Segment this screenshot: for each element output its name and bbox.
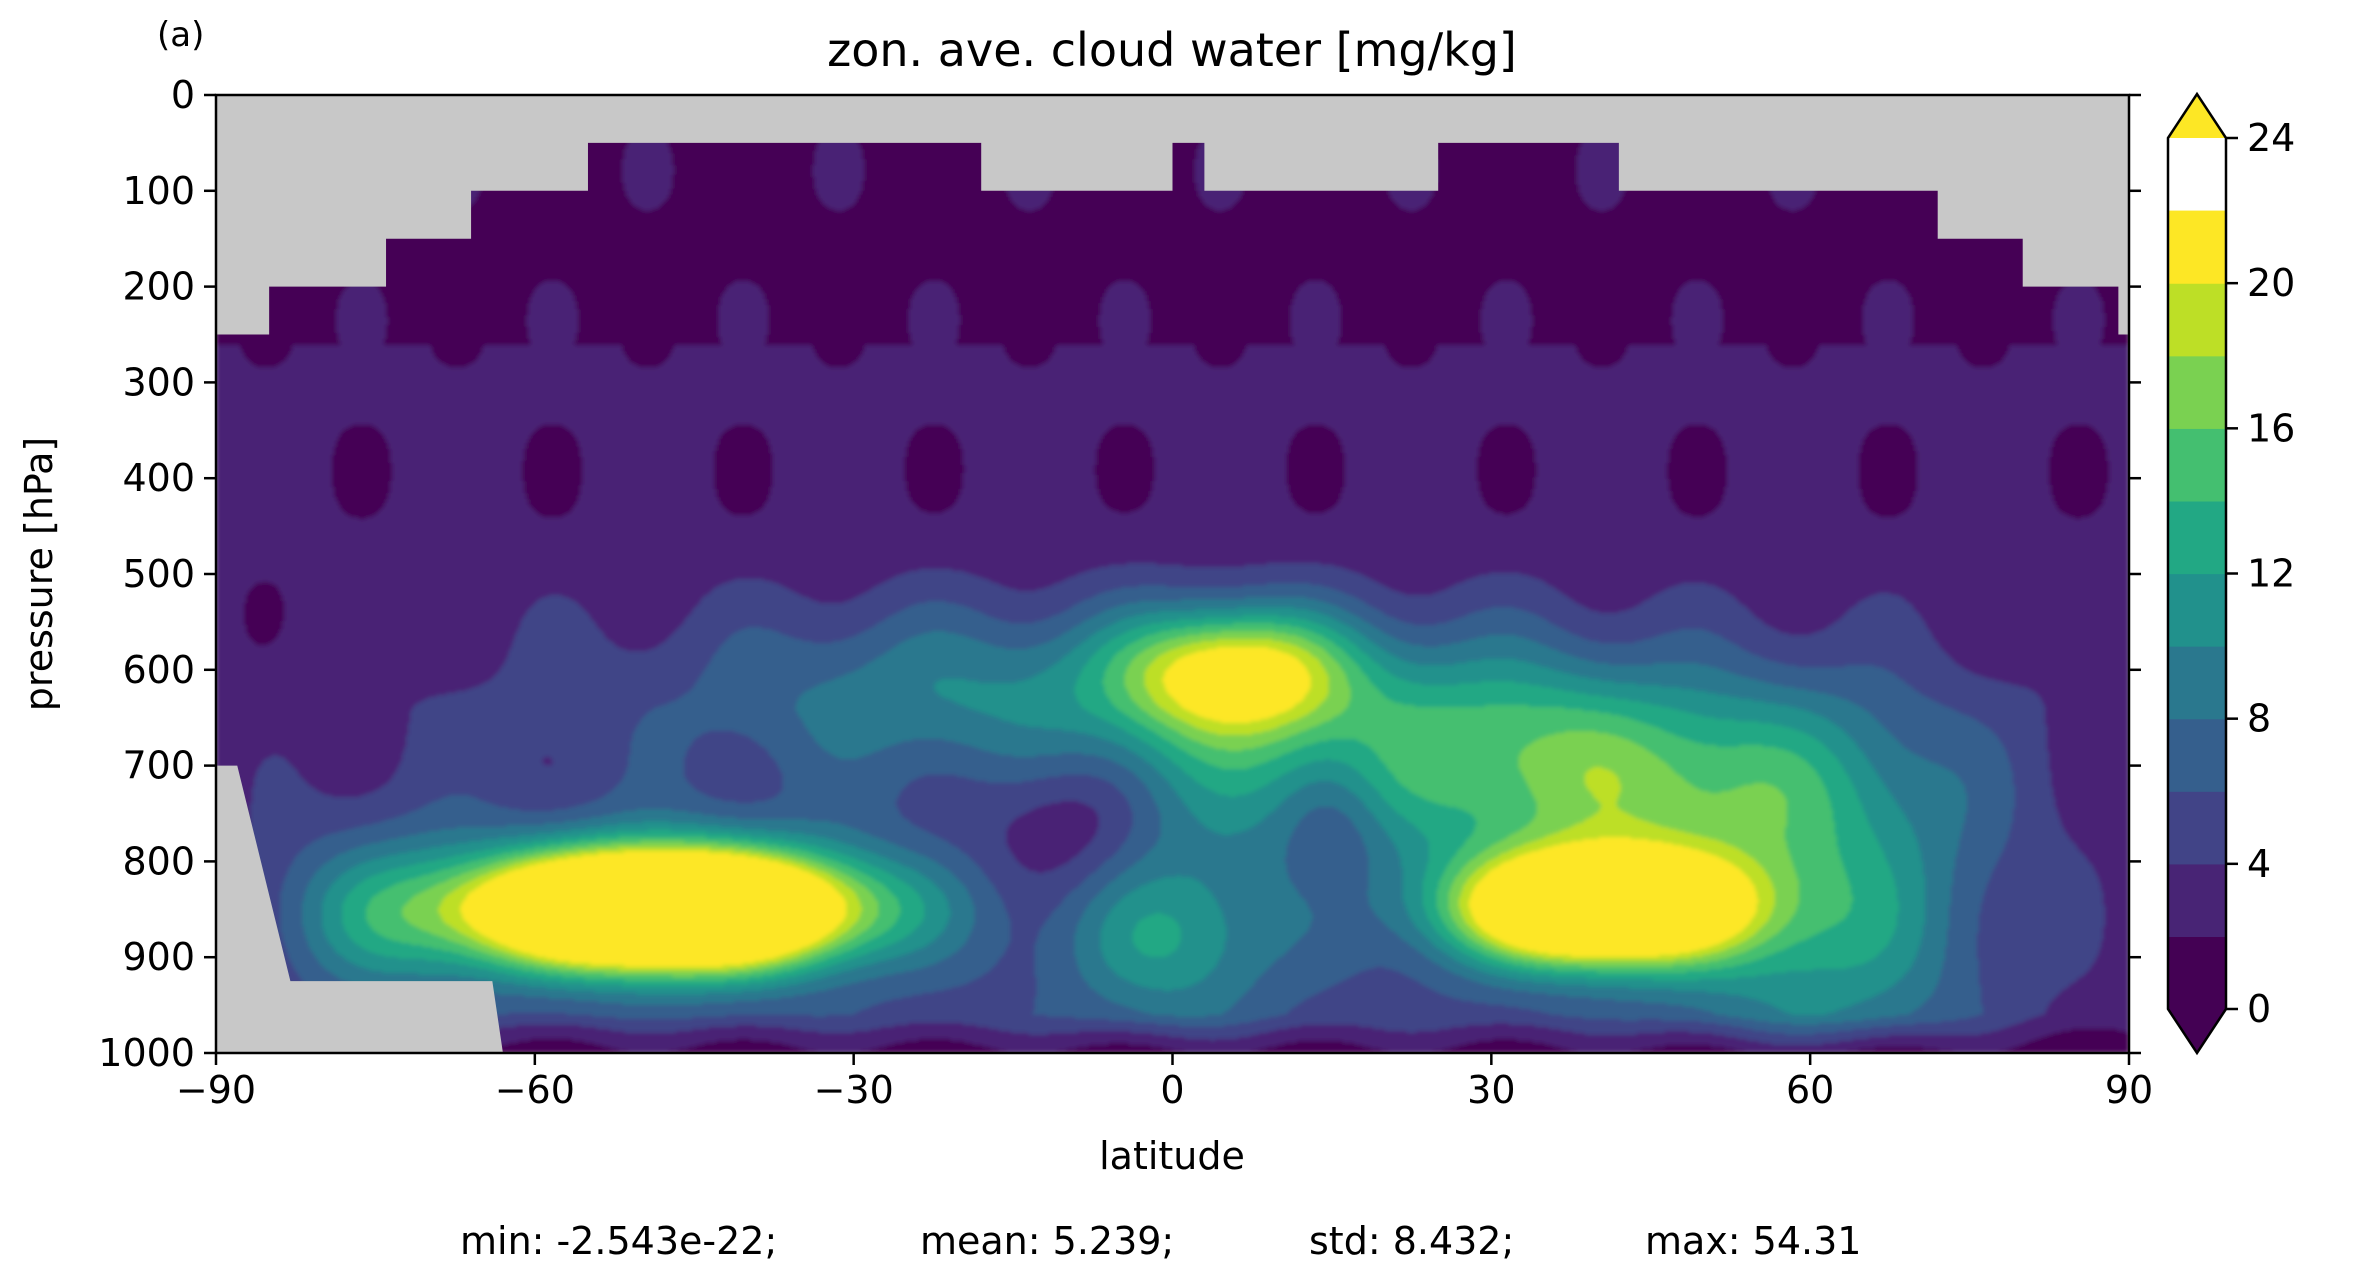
colorbar: 0 4 8 12 16 20 24 xyxy=(2166,91,2295,1056)
stat-max: max: 54.31 xyxy=(1645,1219,1861,1263)
x-tick-label: 60 xyxy=(1786,1068,1834,1112)
missing-data-top xyxy=(216,95,2129,335)
y-tick-label: 600 xyxy=(122,648,195,692)
colorbar-segment xyxy=(2168,863,2226,938)
y-tick-label: 100 xyxy=(122,169,195,213)
panel-label: (a) xyxy=(157,15,204,55)
y-tick-label: 800 xyxy=(122,839,195,883)
y-tick-label: 300 xyxy=(122,360,195,404)
y-axis-label: pressure [hPa] xyxy=(17,437,61,711)
colorbar-tick-label: 8 xyxy=(2247,697,2271,741)
colorbar-tick-label: 20 xyxy=(2247,261,2295,305)
colorbar-segment xyxy=(2168,718,2226,792)
colorbar-tick-label: 12 xyxy=(2247,552,2295,596)
colorbar-extend-max xyxy=(2168,94,2226,138)
stat-std: std: 8.432; xyxy=(1309,1219,1514,1263)
x-axis: −90 −60 −30 0 30 60 90 xyxy=(176,1053,2153,1112)
colorbar-segment xyxy=(2168,428,2226,502)
chart-title: zon. ave. cloud water [mg/kg] xyxy=(827,23,1517,77)
x-tick-label: 0 xyxy=(1160,1068,1184,1112)
plot-area xyxy=(216,95,2129,1053)
colorbar-segment xyxy=(2168,573,2226,647)
y-tick-label: 700 xyxy=(122,744,195,788)
colorbar-extend-min xyxy=(2168,1009,2226,1053)
colorbar-segment xyxy=(2168,936,2226,1010)
y-axis: 0 100 200 300 400 500 600 700 800 900 1000 xyxy=(98,73,2141,1075)
colorbar-tick-label: 16 xyxy=(2247,406,2295,450)
cloud-water-field xyxy=(216,95,2129,1053)
colorbar-segment xyxy=(2168,355,2226,429)
x-tick-label: 30 xyxy=(1467,1068,1515,1112)
x-tick-label: 90 xyxy=(2105,1068,2153,1112)
stat-mean: mean: 5.239; xyxy=(920,1219,1174,1263)
colorbar-tick-label: 24 xyxy=(2247,116,2295,160)
y-tick-label: 200 xyxy=(122,265,195,309)
y-tick-label: 400 xyxy=(122,456,195,500)
missing-data-bottom-left xyxy=(216,765,503,1053)
colorbar-segment xyxy=(2168,791,2226,865)
stat-min: min: -2.543e-22; xyxy=(460,1219,777,1263)
x-tick-label: −30 xyxy=(814,1068,894,1112)
colorbar-segment xyxy=(2168,283,2226,357)
colorbar-segment xyxy=(2168,646,2226,720)
x-axis-label: latitude xyxy=(1099,1134,1245,1178)
colorbar-segment xyxy=(2168,500,2226,575)
y-tick-label: 500 xyxy=(122,552,195,596)
y-tick-label: 1000 xyxy=(98,1031,195,1075)
y-tick-label: 900 xyxy=(122,935,195,979)
y-tick-label: 0 xyxy=(171,73,195,117)
colorbar-segment xyxy=(2168,210,2226,284)
colorbar-tick-label: 0 xyxy=(2247,987,2271,1031)
x-tick-label: −90 xyxy=(176,1068,256,1112)
stats-line: min: -2.543e-22; mean: 5.239; std: 8.432… xyxy=(460,1219,1861,1263)
x-tick-label: −60 xyxy=(495,1068,575,1112)
colorbar-tick-label: 4 xyxy=(2247,842,2271,886)
